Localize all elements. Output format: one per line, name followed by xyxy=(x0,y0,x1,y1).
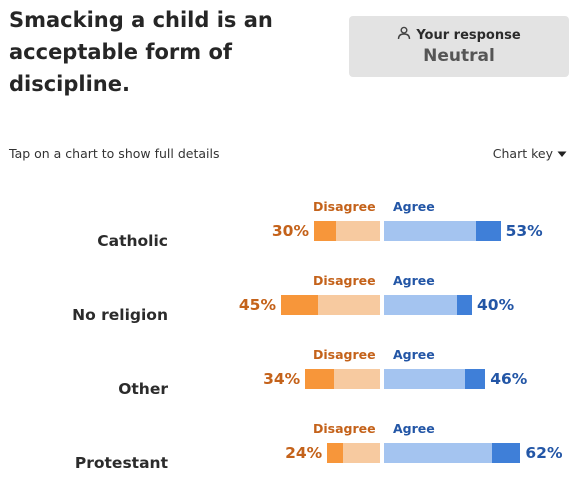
chart-key-label: Chart key xyxy=(492,146,553,161)
row-label: Other xyxy=(118,380,168,398)
disagree-label: Disagree xyxy=(313,421,376,436)
disagree-percent: 34% xyxy=(263,370,301,388)
strong-disagree-bar xyxy=(281,295,319,315)
your-response-label: Your response xyxy=(416,27,521,43)
agree-percent: 62% xyxy=(525,444,563,462)
agree-label: Agree xyxy=(393,273,435,288)
disagree-bar xyxy=(333,369,380,389)
chart-key-button[interactable]: Chart key xyxy=(493,146,567,161)
person-icon xyxy=(397,26,411,44)
disagree-percent: 30% xyxy=(271,222,309,240)
disagree-label: Disagree xyxy=(313,199,376,214)
disagree-percent: 24% xyxy=(285,444,323,462)
strong-disagree-bar xyxy=(314,221,336,241)
strong-agree-bar xyxy=(456,295,472,315)
agree-bar xyxy=(384,443,492,463)
row-label: Protestant xyxy=(74,454,168,472)
disagree-bar xyxy=(336,221,380,241)
disagree-bar xyxy=(342,443,380,463)
caret-down-icon xyxy=(557,146,567,161)
disagree-label: Disagree xyxy=(313,347,376,362)
strong-agree-bar xyxy=(476,221,501,241)
row-label: Catholic xyxy=(97,232,168,250)
row-label: No religion xyxy=(72,306,168,324)
disagree-percent: 45% xyxy=(238,296,276,314)
strong-agree-bar xyxy=(491,443,521,463)
your-response-value: Neutral xyxy=(423,46,495,66)
agree-bar xyxy=(384,295,457,315)
agree-percent: 53% xyxy=(505,222,543,240)
chart-row-no-religion[interactable]: No religion Disagree Agree 45% 40% xyxy=(0,273,575,347)
agree-percent: 40% xyxy=(477,296,515,314)
strong-disagree-bar xyxy=(327,443,343,463)
disagree-bar xyxy=(318,295,380,315)
agree-percent: 46% xyxy=(490,370,528,388)
your-response-card: Your response Neutral xyxy=(349,16,569,77)
agree-label: Agree xyxy=(393,199,435,214)
instruction-text: Tap on a chart to show full details xyxy=(9,146,220,161)
strong-disagree-bar xyxy=(305,369,334,389)
agree-label: Agree xyxy=(393,421,435,436)
chart-row-catholic[interactable]: Catholic Disagree Agree 30% 53% xyxy=(0,199,575,273)
chart-row-other[interactable]: Other Disagree Agree 34% 46% xyxy=(0,347,575,421)
agree-bar xyxy=(384,369,466,389)
your-response-header: Your response xyxy=(349,26,569,44)
strong-agree-bar xyxy=(465,369,486,389)
question-title: Smacking a child is an acceptable form o… xyxy=(9,8,273,96)
chart-row-protestant[interactable]: Protestant Disagree Agree 24% 62% xyxy=(0,421,575,495)
agree-bar xyxy=(384,221,477,241)
agree-label: Agree xyxy=(393,347,435,362)
disagree-label: Disagree xyxy=(313,273,376,288)
